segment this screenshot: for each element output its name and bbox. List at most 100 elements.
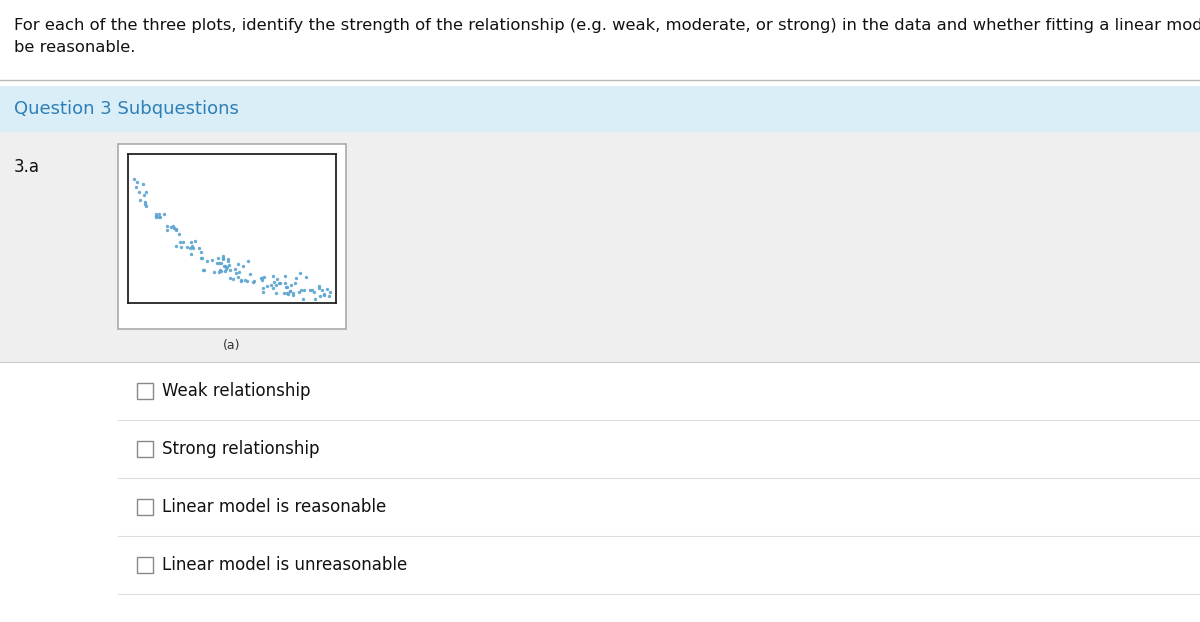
FancyBboxPatch shape <box>137 557 154 573</box>
Point <box>211 258 230 268</box>
Point <box>157 225 176 235</box>
Point <box>229 259 248 269</box>
Point <box>203 255 222 265</box>
Point <box>266 287 286 297</box>
Point <box>230 267 250 277</box>
Point <box>314 289 334 299</box>
Point <box>264 277 283 287</box>
Point <box>214 254 233 264</box>
Text: Strong relationship: Strong relationship <box>162 440 319 458</box>
Text: For each of the three plots, identify the strength of the relationship (e.g. wea: For each of the three plots, identify th… <box>14 18 1200 33</box>
Point <box>276 282 295 292</box>
Point <box>192 247 211 257</box>
Point <box>290 268 310 278</box>
Point <box>317 284 336 294</box>
Text: Linear model is unreasonable: Linear model is unreasonable <box>162 556 407 574</box>
Point <box>277 282 296 292</box>
Point <box>239 256 258 266</box>
Point <box>253 273 272 283</box>
Point <box>181 237 200 247</box>
Point <box>130 195 149 205</box>
FancyBboxPatch shape <box>0 86 1200 132</box>
Point <box>270 278 289 288</box>
Point <box>304 287 323 297</box>
Point <box>146 209 166 219</box>
Text: be reasonable.: be reasonable. <box>14 40 136 55</box>
Point <box>180 243 199 253</box>
Point <box>293 294 312 304</box>
Point <box>264 271 283 281</box>
Point <box>251 273 270 283</box>
Point <box>311 290 330 300</box>
Point <box>278 289 298 299</box>
Point <box>264 283 283 293</box>
Point <box>174 237 193 247</box>
Point <box>163 221 182 231</box>
Point <box>286 274 305 284</box>
Point <box>151 212 170 222</box>
Point <box>320 287 340 297</box>
Point <box>186 236 205 246</box>
Point <box>232 276 251 285</box>
Point <box>319 292 338 302</box>
Point <box>194 264 214 274</box>
Point <box>290 287 310 297</box>
Point <box>294 285 313 295</box>
Point <box>283 289 302 299</box>
Point <box>161 222 180 232</box>
Point <box>226 264 245 274</box>
Point <box>169 229 188 239</box>
Point <box>281 285 300 295</box>
Text: Linear model is reasonable: Linear model is reasonable <box>162 498 386 516</box>
Point <box>216 264 235 274</box>
Point <box>150 209 169 219</box>
Point <box>296 272 316 282</box>
Point <box>278 287 298 297</box>
Point <box>281 280 300 290</box>
Point <box>182 241 202 251</box>
FancyBboxPatch shape <box>118 144 346 329</box>
Point <box>204 267 223 277</box>
Point <box>254 272 274 282</box>
Point <box>137 187 156 197</box>
Point <box>146 212 166 222</box>
Point <box>220 260 239 270</box>
FancyBboxPatch shape <box>137 383 154 399</box>
Point <box>167 241 186 251</box>
FancyBboxPatch shape <box>0 132 1200 362</box>
Point <box>253 287 272 297</box>
Text: (a): (a) <box>223 339 241 352</box>
Point <box>166 225 185 235</box>
Point <box>262 281 281 290</box>
Point <box>126 182 145 192</box>
Point <box>314 290 334 300</box>
Point <box>136 197 155 207</box>
Point <box>240 269 259 279</box>
Point <box>150 212 169 222</box>
Point <box>229 272 248 282</box>
Point <box>313 285 332 295</box>
Point <box>146 211 166 221</box>
Point <box>268 274 287 284</box>
Text: Weak relationship: Weak relationship <box>162 382 311 400</box>
Point <box>184 243 203 253</box>
Point <box>125 174 144 184</box>
Point <box>197 256 216 266</box>
Point <box>275 289 294 299</box>
Point <box>214 261 233 271</box>
Point <box>310 281 329 290</box>
Point <box>210 264 229 274</box>
Point <box>217 262 236 272</box>
Point <box>292 285 311 295</box>
Point <box>245 276 264 286</box>
Point <box>209 258 228 267</box>
Point <box>220 265 239 275</box>
Point <box>192 253 211 263</box>
Point <box>281 285 300 295</box>
Point <box>230 276 250 286</box>
Point <box>218 254 238 264</box>
Point <box>172 242 191 252</box>
Point <box>238 276 257 285</box>
Point <box>170 238 190 248</box>
Point <box>208 258 227 268</box>
